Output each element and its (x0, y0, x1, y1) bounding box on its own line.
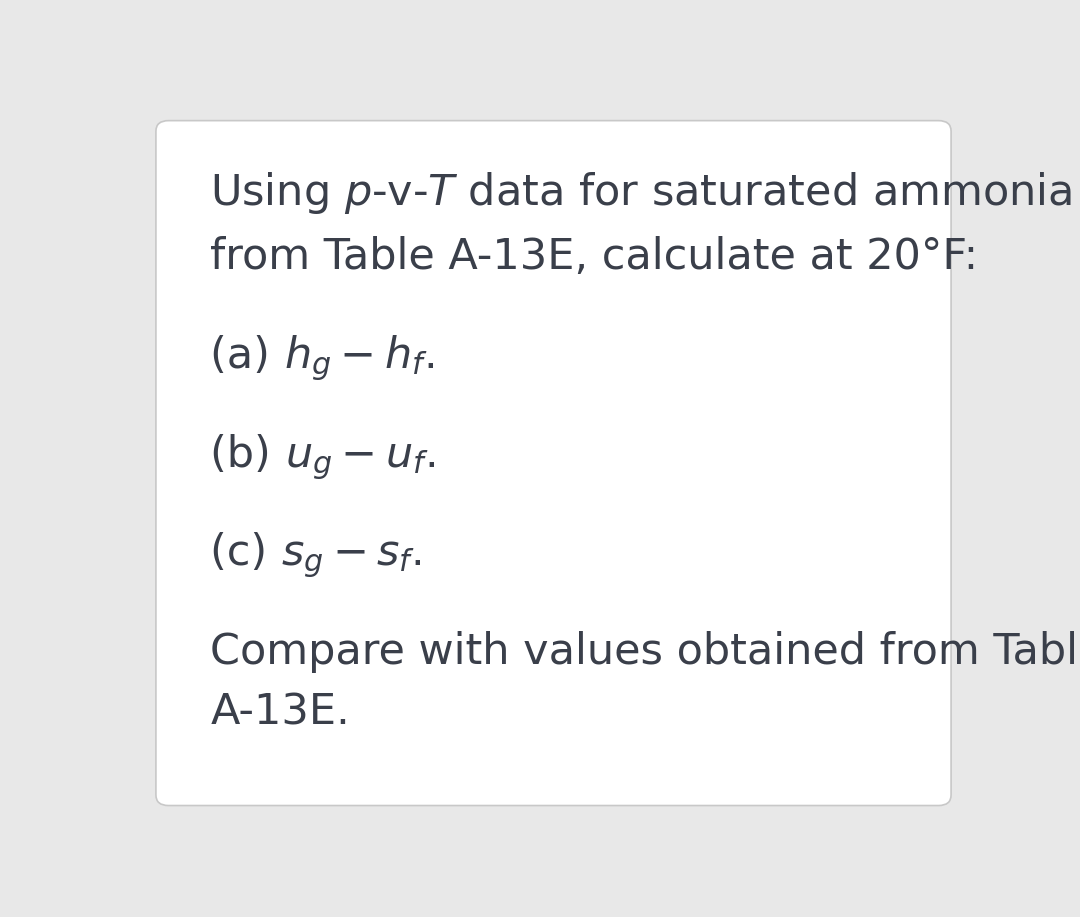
Text: (b): (b) (211, 434, 285, 476)
Text: Compare with values obtained from Table: Compare with values obtained from Table (211, 631, 1080, 673)
Text: Using $p$-v-$T$ data for saturated ammonia: Using $p$-v-$T$ data for saturated ammon… (211, 171, 1072, 216)
Text: (c): (c) (211, 533, 281, 574)
Text: $u_g - u_f$.: $u_g - u_f$. (285, 439, 435, 481)
Text: from Table A-13E, calculate at 20°F:: from Table A-13E, calculate at 20°F: (211, 236, 978, 278)
Text: (a): (a) (211, 335, 284, 377)
Text: $h_g - h_f$.: $h_g - h_f$. (284, 333, 434, 382)
Text: A-13E.: A-13E. (211, 691, 350, 734)
Text: $s_g - s_f$.: $s_g - s_f$. (281, 538, 421, 580)
FancyBboxPatch shape (156, 121, 951, 805)
